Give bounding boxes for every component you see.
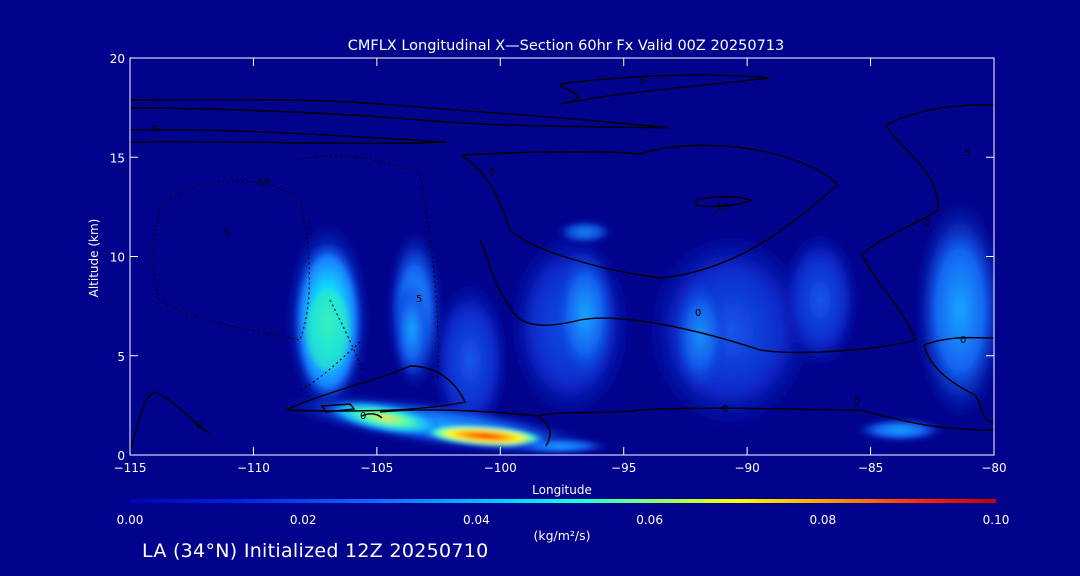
flux-region xyxy=(553,245,617,385)
chart-title: CMFLX Longitudinal X—Section 60hr Fx Val… xyxy=(348,38,785,54)
y-tick-label: 15 xyxy=(110,151,125,165)
flux-region xyxy=(780,230,860,370)
contour-label: 5 xyxy=(964,148,970,159)
colorbar-tick-label: 0.10 xyxy=(983,513,1010,527)
dotted-contours xyxy=(151,155,439,391)
contour-label: 0 xyxy=(924,218,930,229)
flux-shading xyxy=(281,200,994,455)
contour-label: 0 xyxy=(639,76,645,87)
contour-label: 10 xyxy=(716,202,729,213)
flux-region xyxy=(430,280,510,440)
x-tick-label: −90 xyxy=(734,461,759,475)
flux-region xyxy=(672,275,728,395)
x-tick-label: −85 xyxy=(858,461,883,475)
plot-area: 0 0 0 0 0 0 0 0 0 10 10 5 5 5 0 5 xyxy=(130,54,994,455)
contour-label: 0 xyxy=(722,404,728,415)
x-tick-label: −110 xyxy=(237,461,270,475)
colorbar-ticks: 0.00 0.02 0.04 0.06 0.08 0.10 xyxy=(117,513,1010,527)
flux-region xyxy=(423,425,547,447)
x-tick-label: −115 xyxy=(114,461,147,475)
colorbar-tick-label: 0.00 xyxy=(117,513,144,527)
y-tick-label: 20 xyxy=(110,52,125,66)
contour-label: 0 xyxy=(152,124,158,135)
contour-label: 0 xyxy=(960,335,966,346)
flux-region xyxy=(855,418,945,442)
x-axis: −115 −110 −105 −100 −95 −90 −85 −80 xyxy=(114,58,1007,475)
contour-label: 0 xyxy=(695,308,701,319)
contour-label: 5 xyxy=(416,294,422,305)
footer-caption: LA (34°N) Initialized 12Z 20250710 xyxy=(142,540,489,562)
y-axis-label: Altitude (km) xyxy=(87,219,101,298)
contour-label: 0 xyxy=(489,167,495,178)
flux-region xyxy=(510,438,610,454)
x-axis-label: Longitude xyxy=(532,483,592,497)
x-tick-label: −95 xyxy=(611,461,636,475)
flux-region xyxy=(394,280,430,380)
y-axis: 0 5 10 15 20 xyxy=(110,52,994,463)
colorbar-tick-label: 0.06 xyxy=(636,513,663,527)
flux-region xyxy=(325,400,445,436)
y-tick-label: 5 xyxy=(117,350,125,364)
contour-labels: 0 0 0 0 0 0 0 0 0 10 10 5 5 5 0 5 xyxy=(152,54,970,431)
y-tick-label: 10 xyxy=(110,251,125,265)
colorbar xyxy=(130,499,996,503)
contour-label: 10 xyxy=(258,177,271,188)
contour-label: 5 xyxy=(854,396,860,407)
contour-label: 5 xyxy=(224,228,230,239)
colorbar-unit: (kg/m²/s) xyxy=(533,528,590,543)
contour-label: 0 xyxy=(360,411,366,422)
x-tick-label: −105 xyxy=(360,461,393,475)
flux-region xyxy=(557,220,613,244)
contour-lines xyxy=(130,74,994,451)
x-tick-label: −80 xyxy=(981,461,1006,475)
flux-region xyxy=(306,290,350,370)
colorbar-tick-label: 0.02 xyxy=(290,513,317,527)
x-tick-label: −100 xyxy=(484,461,517,475)
contour-label: 0 xyxy=(373,54,379,65)
y-tick-label: 0 xyxy=(117,449,125,463)
colorbar-tick-label: 0.04 xyxy=(463,513,490,527)
contour-label: 0 xyxy=(196,420,202,431)
colorbar-tick-label: 0.08 xyxy=(809,513,836,527)
